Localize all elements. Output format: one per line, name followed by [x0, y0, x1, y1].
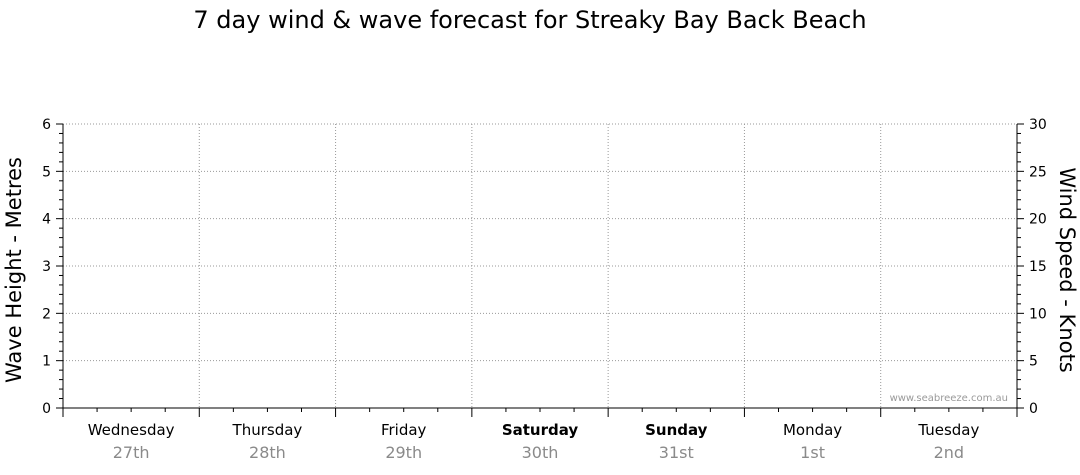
x-date-label: 30th [522, 443, 559, 462]
right-axis-ticks: 0 5 10 15 20 25 30 [1017, 117, 1047, 417]
axes [62, 124, 1018, 417]
x-day-label: Tuesday [917, 421, 979, 439]
left-tick-label: 3 [42, 259, 51, 275]
x-date-label: 28th [249, 443, 286, 462]
right-tick-label: 20 [1029, 212, 1047, 228]
right-tick-label: 25 [1029, 164, 1047, 180]
x-day-label: Thursday [232, 421, 303, 439]
chart-title: 7 day wind & wave forecast for Streaky B… [193, 6, 866, 34]
left-tick-label: 2 [42, 306, 51, 322]
x-day-label: Wednesday [88, 421, 175, 439]
x-day-label: Monday [783, 421, 842, 439]
left-axis-title: Wave Height - Metres [2, 157, 26, 383]
left-tick-label: 4 [42, 212, 51, 228]
right-tick-label: 0 [1029, 401, 1038, 417]
x-day-label: Sunday [645, 421, 708, 439]
x-date-label: 1st [800, 443, 825, 462]
left-tick-label: 0 [42, 401, 51, 417]
x-date-label: 2nd [934, 443, 964, 462]
grid [63, 123, 1017, 408]
x-date-label: 31st [659, 443, 694, 462]
right-tick-label: 5 [1029, 354, 1038, 370]
right-axis-title: Wind Speed - Knots [1055, 167, 1079, 372]
x-axis-labels: Wednesday 27th Thursday 28th Friday 29th Satur… [88, 421, 980, 462]
right-tick-label: 15 [1029, 259, 1047, 275]
x-day-label: Friday [381, 421, 427, 439]
watermark-credit: www.seabreeze.com.au [890, 393, 1008, 404]
left-axis-ticks: 0 1 2 3 4 5 6 [42, 117, 63, 417]
right-tick-label: 10 [1029, 306, 1047, 322]
x-day-label: Saturday [502, 421, 579, 439]
left-tick-label: 5 [42, 164, 51, 180]
left-tick-label: 6 [42, 117, 51, 133]
right-tick-label: 30 [1029, 117, 1047, 133]
x-date-label: 27th [113, 443, 150, 462]
left-tick-label: 1 [42, 354, 51, 370]
x-date-label: 29th [385, 443, 422, 462]
